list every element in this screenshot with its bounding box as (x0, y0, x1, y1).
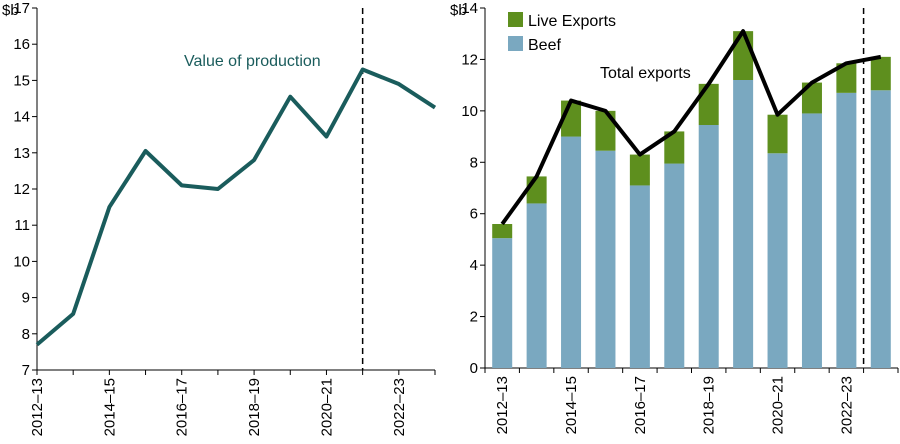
legend-beef-label: Beef (528, 37, 561, 54)
value-of-production-line (35, 67, 437, 347)
right-x-tick-label: 2012–13 (494, 376, 511, 434)
live-exports-bar (801, 82, 822, 114)
total-exports-annotation: Total exports (600, 65, 691, 82)
beef-bar (629, 185, 650, 368)
beef-bar (767, 153, 788, 368)
exports-chart: $b 0 2 4 6 8 10 12 14 2012–13 2014–15 2016–17 2018… (450, 0, 899, 434)
left-y-tick-label: 7 (22, 362, 30, 379)
left-y-tick-label: 14 (13, 109, 30, 126)
beef-bar (836, 92, 857, 368)
left-unit-label: $b (2, 2, 19, 19)
value-of-production-annotation: Value of production (184, 53, 321, 70)
right-y-tick-label: 0 (470, 360, 478, 377)
beef-bar (698, 125, 719, 368)
live-exports-bar (664, 131, 685, 164)
beef-bar (561, 136, 582, 368)
right-y-tick-label: 12 (461, 51, 478, 68)
left-y-tick-label: 13 (13, 145, 30, 162)
left-x-tick-label: 2018–19 (246, 378, 263, 436)
right-y-tick-label: 10 (461, 103, 478, 120)
beef-bar (801, 113, 822, 368)
legend: Live Exports Beef (508, 12, 616, 54)
beef-bar (733, 80, 754, 368)
right-x-tick-label: 2014–15 (563, 376, 580, 434)
legend-live-exports-label: Live Exports (528, 13, 616, 30)
live-exports-bar (492, 224, 513, 239)
legend-live-exports-swatch (508, 12, 523, 27)
left-y-tick-label: 8 (22, 326, 30, 343)
value-of-production-chart: $b 7 8 9 10 11 12 13 14 15 16 17 2012–13 2014–15 201… (2, 0, 437, 436)
left-y-tick-label: 16 (13, 36, 30, 53)
right-x-tick-label: 2016–17 (632, 376, 649, 434)
live-exports-bar (836, 63, 857, 93)
live-exports-bar (629, 154, 650, 186)
right-y-tick-label: 2 (470, 309, 478, 326)
beef-bar (664, 163, 685, 368)
live-exports-bar (526, 176, 547, 204)
beef-bar (492, 238, 513, 368)
right-unit-label: $b (450, 2, 467, 19)
legend-beef-swatch (508, 36, 523, 51)
live-exports-bar (698, 83, 719, 125)
left-x-tick-label: 2012–13 (29, 378, 46, 436)
beef-bar (526, 203, 547, 368)
beef-bar (870, 90, 891, 369)
right-y-tick-label: 8 (470, 154, 478, 171)
left-x-tick-label: 2014–15 (101, 378, 118, 436)
left-y-tick-label: 9 (22, 290, 30, 307)
right-y-tick-label: 6 (470, 206, 478, 223)
left-x-tick-label: 2022–23 (391, 378, 408, 436)
left-y-tick-label: 17 (13, 0, 30, 17)
left-y-tick-label: 11 (14, 217, 30, 234)
right-y-tick-label: 4 (470, 257, 478, 274)
live-exports-bar (870, 56, 891, 91)
left-y-tick-label: 12 (13, 181, 30, 198)
left-y-tick-label: 10 (13, 253, 30, 270)
left-y-tick-label: 15 (13, 72, 30, 89)
right-x-tick-label: 2020–21 (770, 376, 787, 434)
beef-bar (595, 150, 616, 368)
right-y-tick-label: 14 (461, 0, 478, 17)
live-exports-bar (595, 110, 616, 151)
left-x-tick-label: 2016–17 (174, 378, 191, 436)
live-exports-bar (767, 114, 788, 154)
total-exports-line (500, 29, 882, 226)
right-x-tick-label: 2018–19 (701, 376, 718, 434)
right-x-tick-label: 2022–23 (838, 376, 855, 434)
left-x-tick-label: 2020–21 (318, 378, 335, 436)
